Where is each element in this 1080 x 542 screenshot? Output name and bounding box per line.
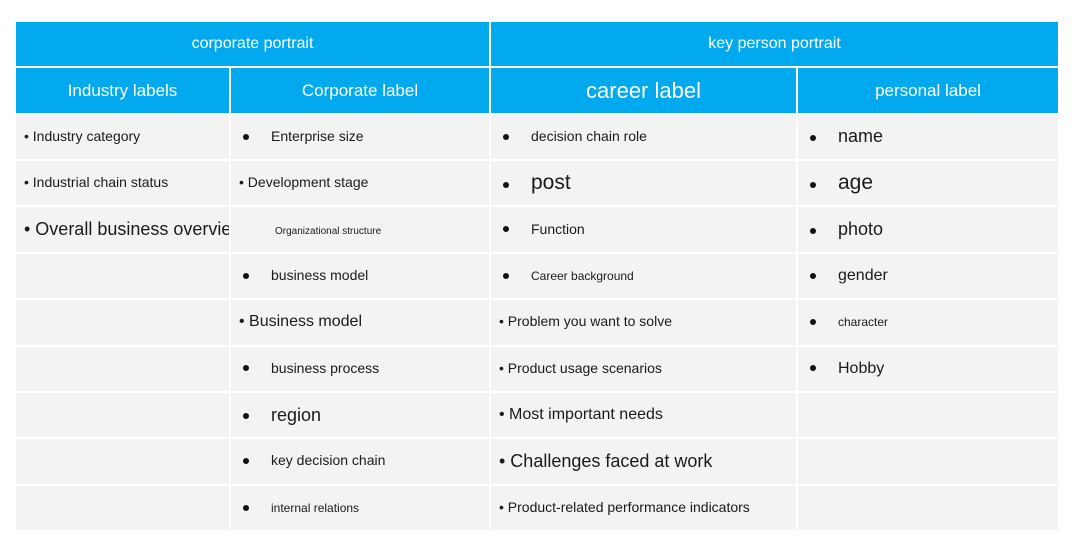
career-cell: decision chain role [489,112,798,162]
bullet-icon [243,413,249,420]
career-label-header: career label [489,66,798,115]
bullet-icon [503,226,509,233]
personal-cell [795,437,1061,486]
table-row: business process • Product usage scenari… [14,344,1061,393]
group-header-row: corporate portrait key person portrait [14,19,1061,69]
bullet-icon [810,272,816,279]
career-text: • Product-related performance indicators [499,498,750,515]
bullet-icon [243,458,249,465]
corporate-label-header: Corporate label [229,66,491,115]
table-row: key decision chain • Challenges faced at… [14,437,1061,486]
personal-text: gender [838,266,888,284]
table-row: • Industry category Enterprise size deci… [14,112,1061,162]
corporate-cell: business process [229,344,491,393]
industry-cell: • Industry category [14,112,231,162]
industry-cell [14,390,231,440]
personal-cell: photo [795,205,1061,254]
career-cell: • Product-related performance indicators [489,483,798,533]
bullet-icon [243,365,249,372]
key-person-portrait-header: key person portrait [488,19,1061,69]
bullet-icon [810,135,816,142]
column-header-row: Industry labels Corporate label career l… [14,66,1061,115]
table-row: • Overall business overview · Organizati… [14,205,1061,254]
career-text: • Problem you want to solve [499,313,672,330]
career-cell: Career background [489,251,798,301]
corporate-text: Organizational structure [275,225,382,237]
corporate-cell: internal relations [229,483,491,533]
bullet-icon [810,182,816,189]
industry-cell: • Overall business overview · [14,205,231,254]
career-text: • Challenges faced at work [499,450,713,471]
personal-cell: Hobby [795,344,1061,393]
bullet-icon [810,227,816,234]
corporate-text: • Business model [239,313,362,331]
career-text: • Most important needs [499,406,663,424]
corporate-cell: • Development stage [229,159,491,208]
career-text: Function [531,220,585,237]
personal-cell: name [795,112,1061,162]
corporate-text: internal relations [271,500,360,515]
corporate-cell: key decision chain [229,437,491,486]
bullet-icon [810,365,816,372]
personal-text: name [838,126,884,147]
personal-text: character [838,315,889,330]
corporate-text: • Development stage [239,174,369,191]
career-cell: • Problem you want to solve [489,298,798,347]
industry-cell [14,344,231,393]
industry-cell [14,298,231,347]
bullet-icon [243,504,249,511]
corporate-text: key decision chain [271,452,386,469]
corporate-text: business process [271,359,380,376]
table-row: • Business model • Problem you want to s… [14,298,1061,347]
career-cell: Function [489,205,798,254]
industry-text: • Overall business overview · [24,219,228,240]
industry-labels-header: Industry labels [14,66,231,115]
bullet-icon [243,133,249,140]
personal-text: Hobby [838,359,885,377]
corporate-cell: region [229,390,491,440]
career-cell: • Most important needs [489,390,798,440]
corporate-cell: business model [229,251,491,301]
career-text: post [531,171,571,195]
personal-cell [795,390,1061,440]
career-text: • Product usage scenarios [499,359,662,376]
bullet-icon [810,319,816,326]
corporate-cell: Organizational structure [229,205,491,254]
career-cell: post [489,159,798,208]
bullet-icon [503,272,509,279]
bullet-icon [243,272,249,279]
personal-text: age [838,171,874,195]
table-row: • Industrial chain status • Development … [14,159,1061,208]
corporate-cell: Enterprise size [229,112,491,162]
industry-cell: • Industrial chain status [14,159,231,208]
industry-text: • Industrial chain status [24,174,169,191]
personal-cell [795,483,1061,533]
industry-cell [14,483,231,533]
career-cell: • Product usage scenarios [489,344,798,393]
corporate-portrait-header: corporate portrait [14,19,491,69]
table-row: region • Most important needs [14,390,1061,440]
table-row: internal relations • Product-related per… [14,483,1061,533]
corporate-text: region [271,404,322,425]
industry-cell [14,437,231,486]
industry-text: • Industry category [24,127,141,144]
bullet-icon [503,182,509,189]
portrait-table: corporate portrait key person portrait I… [14,19,1061,533]
personal-cell: age [795,159,1061,208]
corporate-cell: • Business model [229,298,491,347]
personal-text: photo [838,219,884,240]
industry-cell [14,251,231,301]
personal-cell: character [795,298,1061,347]
career-text: decision chain role [531,127,647,144]
corporate-text: business model [271,266,369,283]
personal-label-header: personal label [795,66,1061,115]
table-row: business model Career background gender [14,251,1061,301]
bullet-icon [503,133,509,140]
personal-cell: gender [795,251,1061,301]
career-cell: • Challenges faced at work [489,437,798,486]
corporate-text: Enterprise size [271,127,364,144]
career-text: Career background [531,268,634,283]
